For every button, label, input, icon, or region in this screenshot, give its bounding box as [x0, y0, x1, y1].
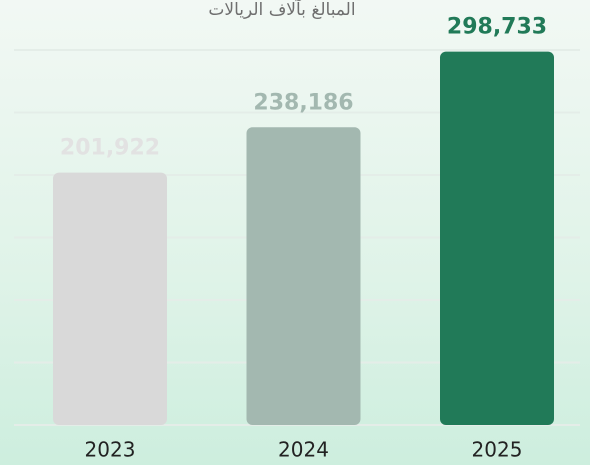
x-tick-label: 2024: [278, 438, 329, 462]
chart-subtitle: المبالغ بآلاف الريالات: [208, 0, 355, 20]
value-label: 298,733: [447, 15, 547, 40]
x-tick-label: 2025: [472, 438, 523, 462]
bar: [440, 51, 554, 426]
value-label: 238,186: [253, 90, 353, 115]
x-tick-label: 2023: [85, 438, 136, 462]
bar: [246, 127, 361, 425]
bar: [53, 172, 167, 425]
value-label: 201,922: [60, 136, 160, 161]
